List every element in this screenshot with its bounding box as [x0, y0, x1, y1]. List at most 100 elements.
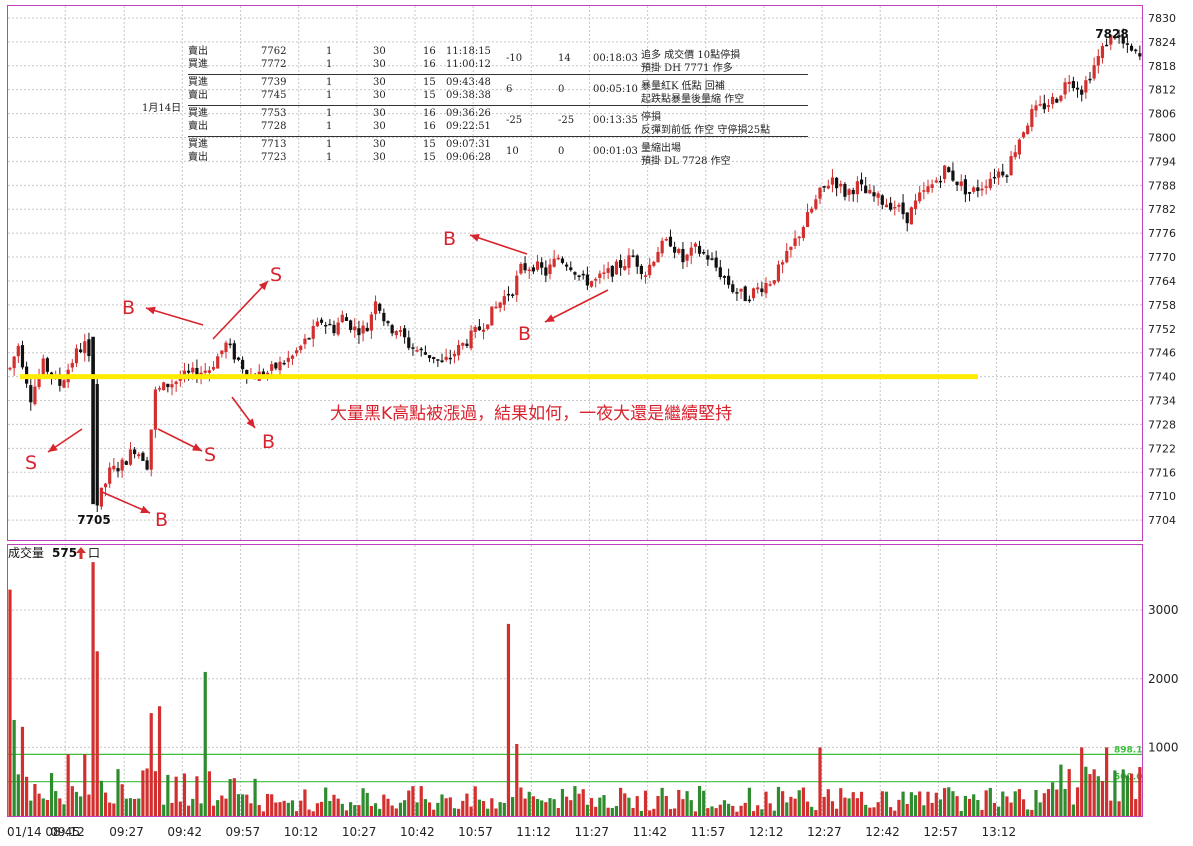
candle-body [984, 186, 988, 188]
candle-body [535, 261, 540, 270]
candle-body [947, 167, 951, 173]
candle-body [423, 352, 427, 355]
candle-body [99, 487, 103, 507]
volume-bar [1013, 791, 1017, 816]
candle-body [282, 362, 286, 365]
trade-cell: 09:43:48 [446, 77, 491, 88]
trade-cell: 7728 [261, 121, 287, 132]
volume-bar [332, 794, 336, 816]
candle-body [768, 284, 772, 286]
trade-row: 賣出 7762 1 30 16 11:18:15 [138, 46, 808, 58]
trade-pnl: 6 [506, 84, 513, 95]
candle-body [1134, 49, 1138, 52]
volume-bar [864, 804, 868, 816]
trade-cell: 30 [373, 152, 386, 163]
candle-body [178, 378, 182, 381]
volume-bar [909, 792, 913, 816]
volume-bar [926, 791, 930, 816]
candle-body [369, 314, 373, 331]
candle-body [103, 483, 108, 488]
candle-body [328, 323, 332, 326]
trade-row: 買進 7713 1 30 15 09:07:31 [138, 139, 808, 151]
volume-bar [1109, 800, 1113, 816]
volume-bar [710, 806, 714, 816]
candle-body [469, 330, 473, 349]
candle-body [901, 202, 905, 215]
volume-bar [835, 808, 839, 816]
candle-body [494, 306, 498, 309]
candle-body [951, 170, 955, 181]
volume-bar [735, 811, 739, 816]
volume-bar [681, 799, 685, 816]
candle-body [930, 184, 934, 188]
candle-body [992, 176, 997, 179]
volume-bar [967, 798, 972, 816]
volume-bar [756, 805, 760, 816]
candle-body [1075, 87, 1080, 90]
candle-body [299, 345, 303, 351]
volume-bar [477, 799, 481, 816]
time-tick-label: 11:42 [633, 825, 668, 839]
volume-bar [432, 809, 436, 816]
volume-bar [801, 787, 805, 816]
price-tick-label: 7764 [1148, 275, 1176, 288]
volume-bar [872, 807, 876, 816]
volume-bar [486, 808, 490, 816]
volume-bar [1125, 775, 1129, 816]
trade-note: 暴量紅K 低點 回補 [641, 81, 725, 92]
volume-bar [589, 798, 594, 816]
candle-body [855, 181, 859, 195]
candle-body [220, 350, 224, 355]
candle-body [639, 265, 643, 275]
volume-bar [1046, 789, 1051, 816]
trade-cell: 11:18:15 [446, 46, 491, 57]
trade-row: 買進 7753 1 30 16 09:36:26 [138, 108, 808, 120]
price-tick-label: 7746 [1148, 347, 1176, 360]
volume-bar [199, 803, 203, 816]
volume-bar [469, 806, 473, 816]
candle-body [668, 236, 673, 247]
trade-cell: 30 [373, 46, 386, 57]
volume-bar [1134, 799, 1138, 816]
trade-cell: 買進 [188, 139, 208, 150]
candle-body [1063, 82, 1067, 95]
candle-body [581, 273, 585, 276]
candle-body [174, 381, 178, 385]
candle-body [245, 369, 249, 378]
candle-body [427, 355, 432, 359]
candle-body [835, 177, 839, 189]
trade-cell: 7772 [261, 59, 287, 70]
volume-bar [8, 589, 12, 816]
candle-body [149, 429, 153, 470]
volume-bar [1038, 802, 1042, 816]
volume-bar [594, 806, 598, 816]
volume-tick-label: 3000 [1148, 603, 1179, 617]
volume-bar [1113, 770, 1117, 816]
trade-group-divider [188, 136, 808, 137]
candle-body [876, 193, 880, 198]
volume-bar [112, 803, 116, 816]
trade-points: 0 [558, 146, 565, 157]
price-tick-label: 7794 [1148, 155, 1176, 168]
candle-body [1113, 36, 1117, 39]
volume-panel-frame [7, 544, 1143, 817]
trade-summary: 6 0 00:05:10 [138, 84, 808, 96]
volume-bar [444, 798, 448, 816]
volume-bar [913, 795, 918, 816]
trade-row: 賣出 7723 1 30 15 09:06:28 [138, 152, 808, 164]
candle-body [702, 252, 706, 254]
trade-cell: 1 [326, 46, 333, 57]
candle-body [265, 372, 270, 376]
trade-cell: 30 [373, 108, 386, 119]
volume-bar [448, 797, 452, 816]
trade-cell: 15 [423, 77, 436, 88]
candle-body [810, 208, 814, 213]
candle-body [913, 200, 918, 209]
candle-body [847, 189, 851, 195]
candle-body [814, 199, 818, 209]
candle-body [440, 360, 444, 363]
volume-bar [889, 807, 893, 816]
candle-body [685, 254, 689, 261]
volume-bar [643, 790, 648, 816]
volume-bar [876, 802, 880, 816]
